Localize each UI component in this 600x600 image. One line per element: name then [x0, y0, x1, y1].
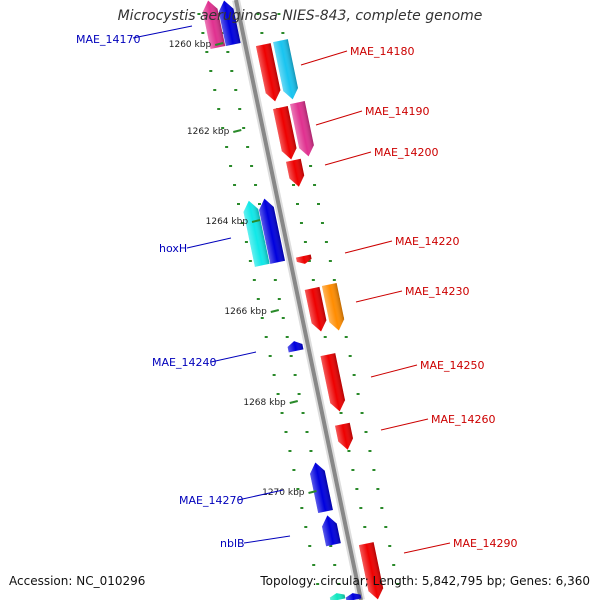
map-title: Microcystis aeruginosa NIES-843, complet… [117, 8, 483, 24]
scale-tick-label: 1266 kbp [224, 307, 267, 317]
gene-arrow [296, 254, 312, 264]
gene-label: MAE_14260 [431, 413, 495, 426]
strand-dot-guides [197, 13, 400, 585]
gene-label: nblB [220, 537, 245, 550]
gene-arrow [290, 101, 314, 157]
gene-label-leader [237, 489, 284, 501]
accession-text: Accession: NC_010296 [9, 574, 146, 588]
gene-label: hoxH [159, 242, 187, 255]
gene-label-leader [300, 50, 348, 66]
scale-tick [251, 219, 261, 223]
scale-tick [289, 400, 298, 404]
gene-label: MAE_14180 [350, 45, 414, 58]
gene-labels: MAE_14170 MAE_14180 MAE_14190 MAE_14200 hoxH… [76, 25, 517, 554]
gene-label: MAE_14270 [179, 494, 243, 507]
gene-label: MAE_14290 [453, 537, 517, 550]
gene-arrow [321, 282, 345, 331]
gene-label-leader [403, 542, 451, 554]
gene-label-leader [186, 237, 232, 249]
gene-arrow [202, 0, 226, 50]
gene-arrow [273, 106, 297, 160]
gene-label-leader [132, 25, 193, 39]
gene-label-leader [344, 240, 393, 254]
scale-tick-label: 1262 kbp [187, 127, 230, 137]
gene-arrow [243, 200, 270, 267]
gene-label: MAE_14250 [420, 359, 484, 372]
gene-arrow [259, 198, 285, 264]
gene-label: MAE_14220 [395, 235, 459, 248]
scale-tick [270, 309, 280, 313]
gene-label-leader [370, 364, 418, 378]
gene-arrow [335, 422, 353, 450]
scale-tick [214, 42, 224, 46]
gene-arrow [273, 39, 299, 100]
gene-arrow [218, 0, 241, 47]
gene-arrow [286, 158, 305, 187]
gene-label-leader [243, 535, 291, 544]
gene-arrow [320, 353, 346, 412]
genome-backbone [234, 0, 363, 600]
gene-arrow [287, 341, 304, 353]
gene-label: MAE_14240 [152, 356, 216, 369]
gene-label-leader [380, 418, 429, 431]
gene-arrow [345, 593, 362, 600]
genome-summary-text: Topology: circular; Length: 5,842,795 bp… [260, 574, 590, 588]
gene-arrow [329, 593, 346, 600]
scale-tick [308, 490, 317, 494]
scale-tick-label: 1268 kbp [243, 398, 286, 408]
scale-tick-label: 1260 kbp [169, 40, 212, 50]
scale-tick-label: 1270 kbp [262, 488, 305, 498]
gene-features [202, 0, 384, 600]
gene-label-leader [355, 290, 403, 303]
gene-label: MAE_14200 [374, 146, 438, 159]
gene-label: MAE_14230 [405, 285, 469, 298]
gene-label-leader [324, 151, 372, 166]
gene-arrow [310, 462, 333, 514]
scale-ticks: 1260 kbp 1262 kbp 1264 kbp 1266 kbp 1268 kbp… [169, 40, 317, 498]
gene-arrow [255, 43, 281, 102]
gene-label: MAE_14190 [365, 105, 429, 118]
gene-label: MAE_14170 [76, 33, 140, 46]
gene-label-leader [210, 351, 257, 363]
scale-tick [233, 129, 242, 133]
gene-arrow [358, 542, 384, 600]
gene-arrow [322, 515, 341, 547]
gene-label-leader [315, 110, 363, 126]
gene-arrow [304, 286, 327, 332]
scale-tick-label: 1264 kbp [206, 217, 249, 227]
